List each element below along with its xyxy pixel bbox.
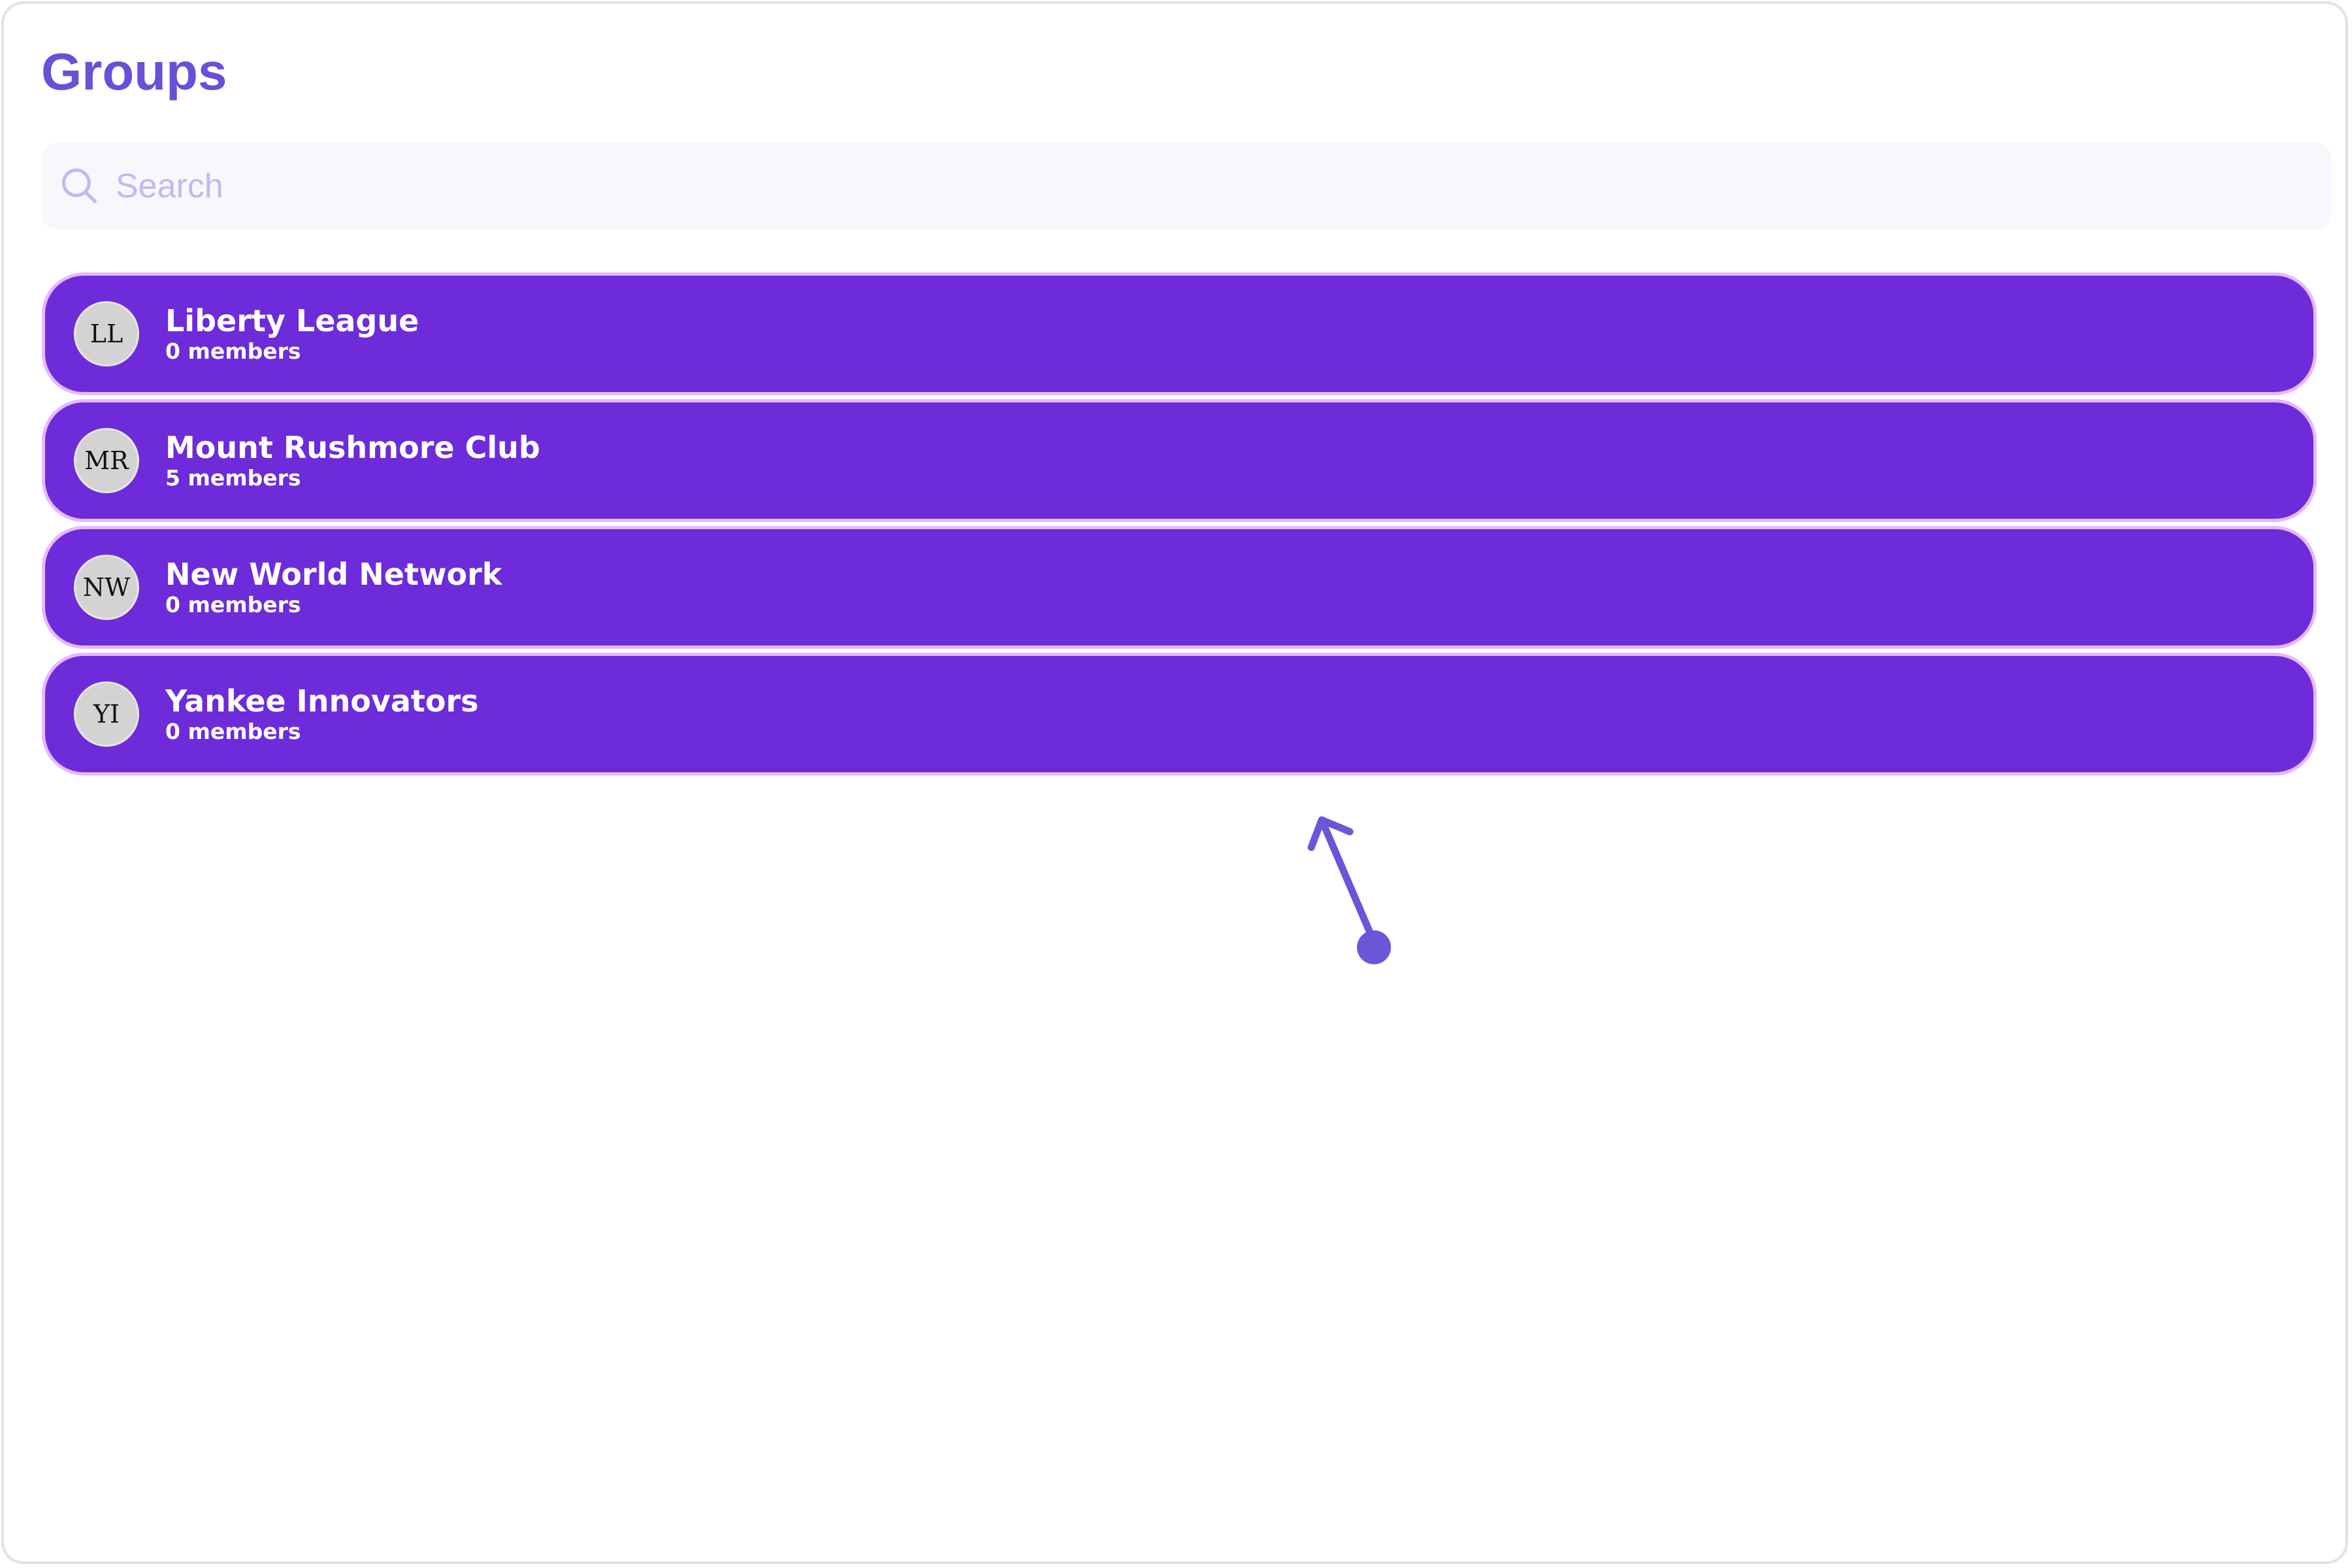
group-member-count: 0 members xyxy=(165,719,301,744)
page-title: Groups xyxy=(41,42,227,101)
group-member-count: 5 members xyxy=(165,465,301,491)
group-item-mount-rushmore-club[interactable]: MR Mount Rushmore Club 5 members xyxy=(42,399,2317,522)
group-item-liberty-league[interactable]: LL Liberty League 0 members xyxy=(42,272,2317,395)
avatar: YI xyxy=(74,681,139,747)
group-item-yankee-innovators[interactable]: YI Yankee Innovators 0 members xyxy=(42,653,2317,776)
avatar: LL xyxy=(74,301,139,367)
group-text: Yankee Innovators 0 members xyxy=(165,683,479,745)
group-list: LL Liberty League 0 members MR Mount Rus… xyxy=(42,272,2317,779)
group-text: New World Network 0 members xyxy=(165,557,502,618)
group-item-new-world-network[interactable]: NW New World Network 0 members xyxy=(42,526,2317,649)
group-member-count: 0 members xyxy=(165,592,301,617)
group-text: Liberty League 0 members xyxy=(165,303,419,365)
avatar: MR xyxy=(74,428,139,493)
group-text: Mount Rushmore Club 5 members xyxy=(165,430,540,491)
avatar: NW xyxy=(74,555,139,620)
search-bar[interactable] xyxy=(41,142,2332,230)
group-name: New World Network xyxy=(165,557,502,592)
group-name: Yankee Innovators xyxy=(165,683,479,719)
group-name: Liberty League xyxy=(165,303,419,338)
search-input[interactable] xyxy=(114,166,2273,206)
group-name: Mount Rushmore Club xyxy=(165,430,540,465)
group-member-count: 0 members xyxy=(165,338,301,364)
search-icon xyxy=(61,168,97,203)
